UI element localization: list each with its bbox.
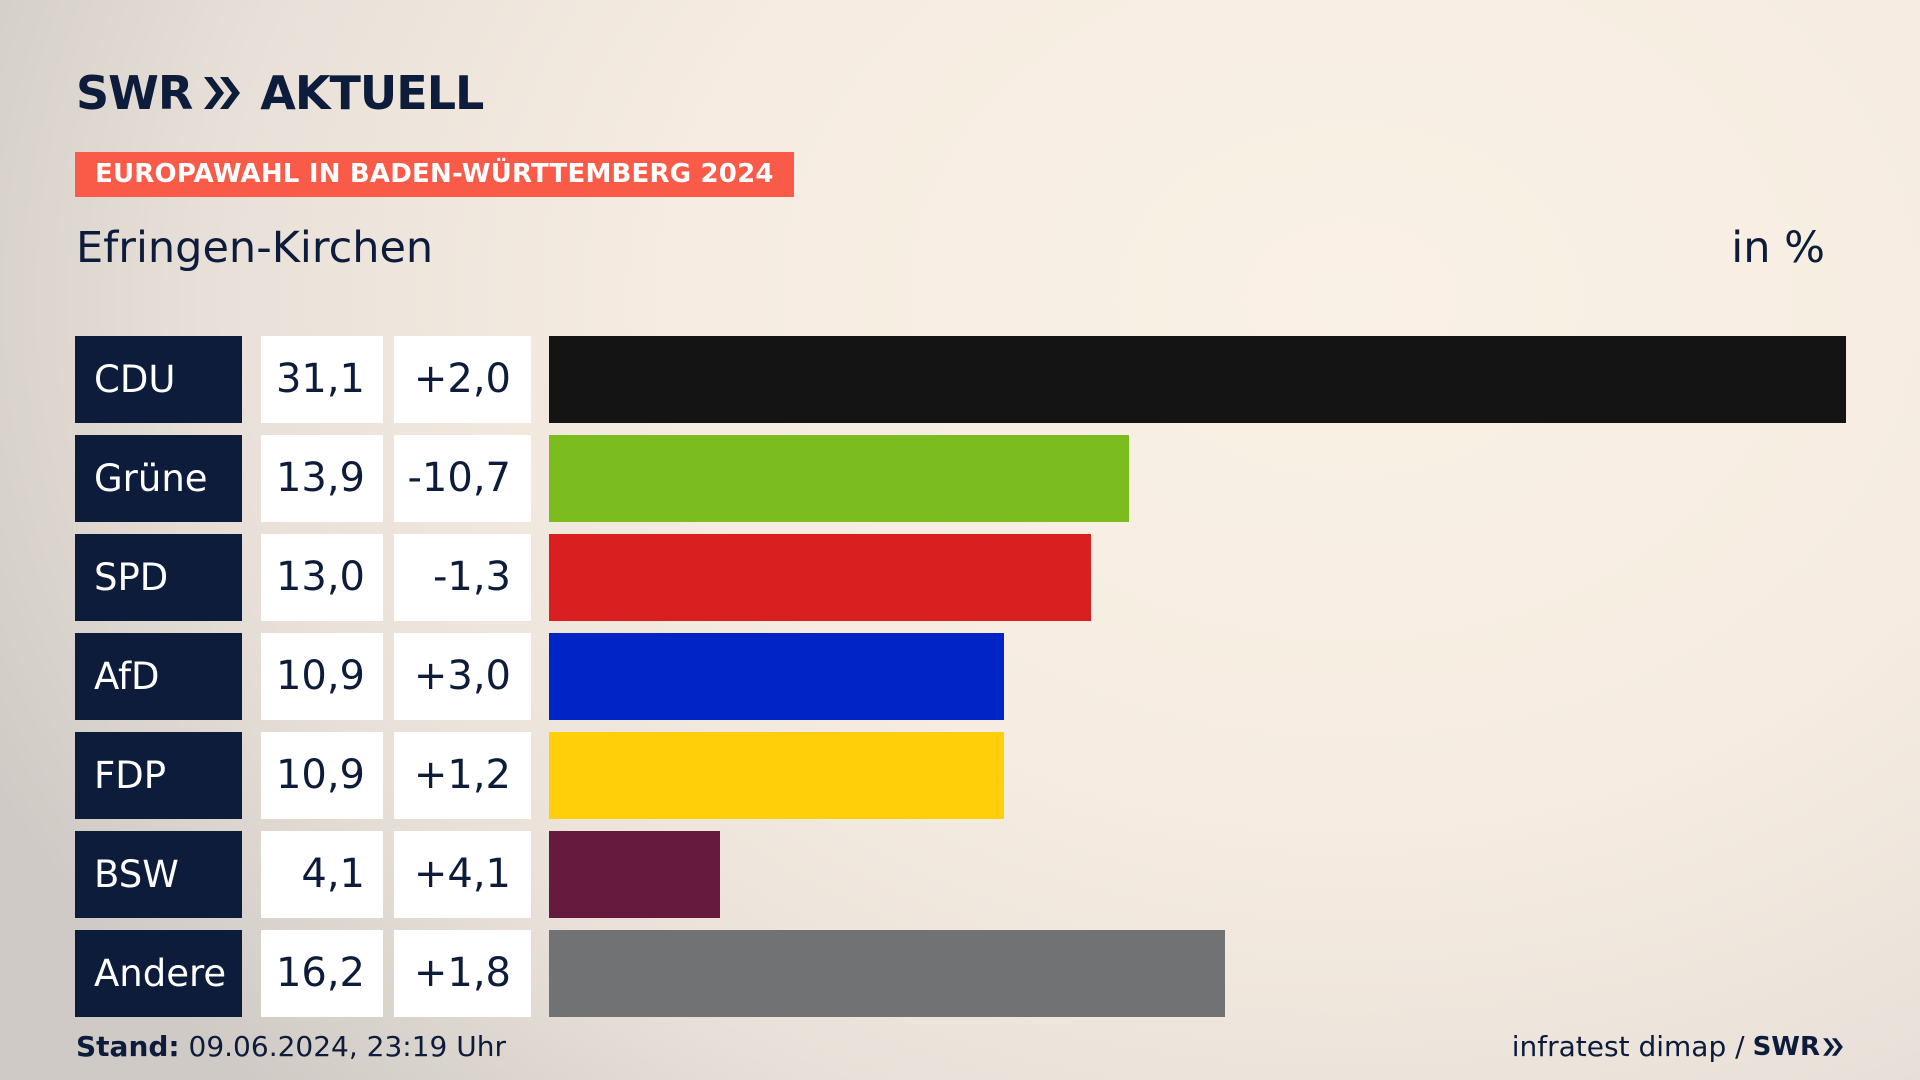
- source-text: infratest dimap /: [1511, 1030, 1745, 1063]
- source-credit: infratest dimap / SWR: [1512, 1030, 1844, 1064]
- vote-share-label: 31,1: [261, 336, 383, 423]
- party-label: CDU: [75, 336, 242, 423]
- change-label: +3,0: [394, 633, 531, 720]
- change-label: -10,7: [394, 435, 531, 522]
- vote-share-label: 10,9: [261, 732, 383, 819]
- result-bar: [549, 732, 1004, 819]
- source-logo-text: SWR: [1752, 1032, 1820, 1062]
- result-bar: [549, 534, 1091, 621]
- vote-share-label: 16,2: [261, 930, 383, 1017]
- vote-share-label: 13,0: [261, 534, 383, 621]
- chart-subtitle: Efringen-Kirchen: [76, 223, 434, 273]
- stand-label: Stand:: [76, 1030, 180, 1063]
- change-label: -1,3: [394, 534, 531, 621]
- party-label: Andere: [75, 930, 242, 1017]
- vote-share-label: 10,9: [261, 633, 383, 720]
- party-label: SPD: [75, 534, 242, 621]
- vote-share-label: 4,1: [261, 831, 383, 918]
- change-label: +2,0: [394, 336, 531, 423]
- result-bar: [549, 633, 1004, 720]
- result-bar: [549, 831, 720, 918]
- change-label: +1,8: [394, 930, 531, 1017]
- logo-swr-text: SWR: [76, 66, 193, 120]
- change-label: +4,1: [394, 831, 531, 918]
- source-logo: SWR: [1753, 1030, 1844, 1064]
- party-label: FDP: [75, 732, 242, 819]
- result-bar: [549, 435, 1129, 522]
- double-chevron-icon: [1823, 1038, 1843, 1056]
- party-label: Grüne: [75, 435, 242, 522]
- election-tag: EUROPAWAHL IN BADEN-WÜRTTEMBERG 2024: [75, 152, 794, 197]
- double-chevron-icon: [204, 77, 241, 109]
- change-label: +1,2: [394, 732, 531, 819]
- party-label: BSW: [75, 831, 242, 918]
- result-bar: [549, 336, 1846, 423]
- logo-aktuell-text: AKTUELL: [260, 66, 484, 120]
- swr-aktuell-logo: SWR AKTUELL: [76, 66, 484, 120]
- stand-value: 09.06.2024, 23:19 Uhr: [188, 1030, 506, 1063]
- unit-label: in %: [1731, 223, 1825, 273]
- timestamp: Stand: 09.06.2024, 23:19 Uhr: [76, 1030, 506, 1064]
- vote-share-label: 13,9: [261, 435, 383, 522]
- result-bar: [549, 930, 1225, 1017]
- party-label: AfD: [75, 633, 242, 720]
